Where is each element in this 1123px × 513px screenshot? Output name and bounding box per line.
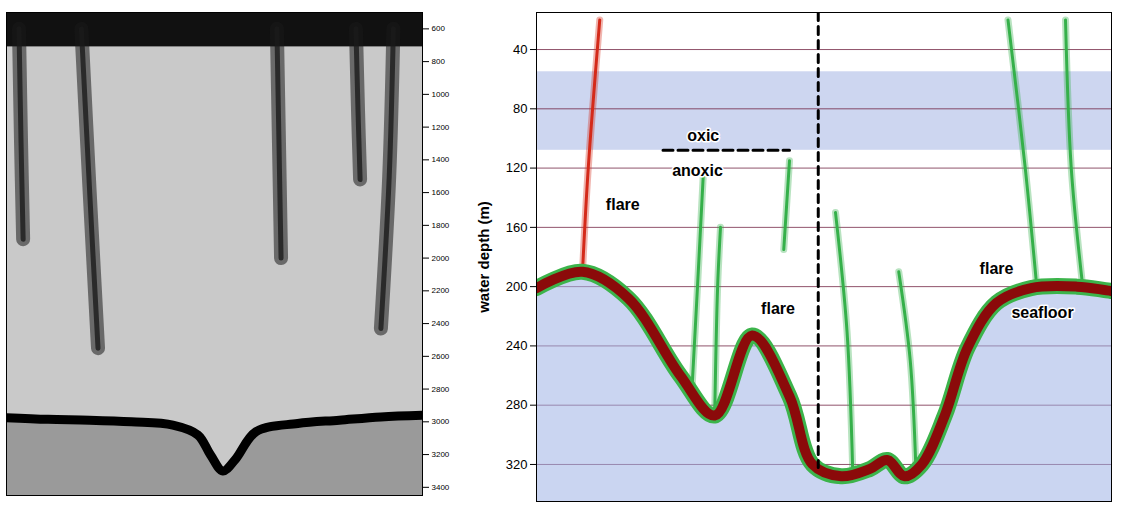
svg-text:2600: 2600 [432, 352, 450, 361]
svg-text:oxic: oxic [687, 127, 719, 144]
svg-text:280: 280 [506, 397, 528, 412]
svg-text:600: 600 [432, 24, 446, 33]
svg-text:1400: 1400 [432, 155, 450, 164]
svg-text:anoxic: anoxic [672, 162, 723, 179]
svg-text:flare: flare [980, 260, 1014, 277]
svg-text:2400: 2400 [432, 319, 450, 328]
svg-text:320: 320 [506, 457, 528, 472]
svg-text:40: 40 [513, 42, 527, 57]
svg-text:seafloor: seafloor [1011, 304, 1073, 321]
svg-text:800: 800 [432, 57, 446, 66]
svg-text:3200: 3200 [432, 450, 450, 459]
svg-text:flare: flare [606, 196, 640, 213]
svg-text:1200: 1200 [432, 123, 450, 132]
svg-text:water depth (m): water depth (m) [475, 201, 492, 314]
svg-text:120: 120 [506, 160, 528, 175]
svg-text:2200: 2200 [432, 286, 450, 295]
svg-text:1600: 1600 [432, 188, 450, 197]
svg-text:240: 240 [506, 338, 528, 353]
svg-text:3000: 3000 [432, 417, 450, 426]
svg-text:3400: 3400 [432, 483, 450, 492]
svg-text:1000: 1000 [432, 90, 450, 99]
svg-text:80: 80 [513, 101, 527, 116]
svg-text:2000: 2000 [432, 254, 450, 263]
svg-text:160: 160 [506, 220, 528, 235]
svg-text:2800: 2800 [432, 385, 450, 394]
svg-text:200: 200 [506, 279, 528, 294]
svg-text:1800: 1800 [432, 221, 450, 230]
svg-text:flare: flare [761, 300, 795, 317]
